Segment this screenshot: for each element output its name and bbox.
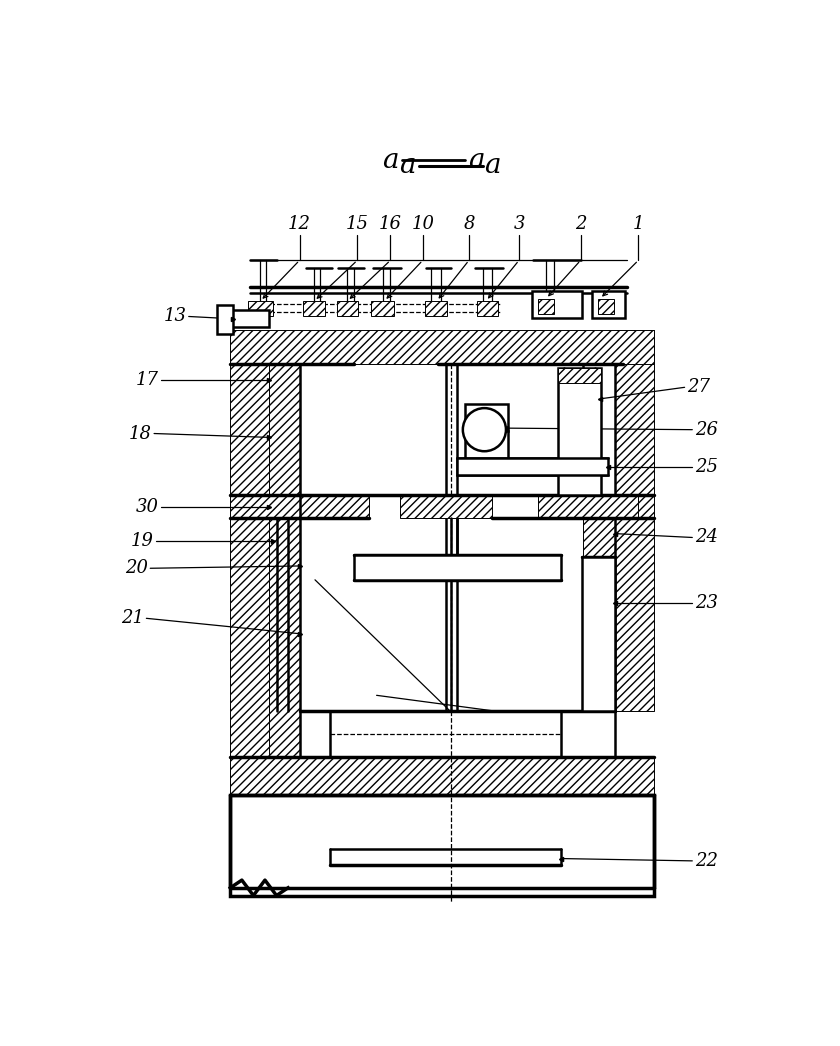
Text: 23: 23 (695, 594, 717, 612)
Text: 13: 13 (163, 308, 186, 325)
Text: 12: 12 (288, 215, 311, 233)
Text: a: a (469, 146, 485, 174)
Text: 10: 10 (412, 215, 434, 233)
Bar (559, 368, 601, 495)
Bar (465, 431, 507, 458)
Text: 17: 17 (135, 370, 159, 389)
Text: a: a (484, 152, 501, 179)
Bar (230, 329, 269, 795)
Text: 15: 15 (346, 215, 369, 233)
Bar (337, 301, 358, 317)
Bar (218, 305, 233, 334)
Bar (400, 495, 492, 518)
Bar (425, 301, 447, 317)
Bar (538, 299, 554, 314)
Text: 8: 8 (463, 215, 475, 233)
Bar (559, 368, 601, 384)
Text: 20: 20 (125, 560, 148, 577)
Bar (533, 291, 582, 318)
Bar (354, 555, 561, 579)
Text: a: a (399, 152, 416, 179)
Text: 24: 24 (695, 528, 717, 546)
Text: 26: 26 (695, 420, 717, 438)
Text: 2: 2 (575, 215, 586, 233)
Bar (303, 301, 325, 317)
Bar (598, 299, 614, 314)
Text: 21: 21 (121, 610, 144, 628)
Bar (230, 495, 369, 518)
Text: 16: 16 (379, 215, 402, 233)
Bar (583, 495, 616, 710)
Bar (248, 301, 273, 317)
Bar (230, 757, 654, 795)
Text: 19: 19 (130, 532, 153, 550)
Text: 18: 18 (129, 425, 152, 442)
Circle shape (463, 408, 506, 451)
Text: 1: 1 (633, 215, 644, 233)
Text: 22: 22 (695, 851, 717, 870)
Bar (371, 301, 394, 317)
Bar (477, 301, 498, 317)
Text: 27: 27 (687, 379, 710, 396)
Text: 30: 30 (135, 498, 159, 516)
Bar (458, 458, 607, 475)
Text: 3: 3 (513, 215, 525, 233)
Bar (465, 404, 507, 431)
Bar (230, 795, 654, 895)
Text: a: a (382, 146, 399, 174)
Text: 25: 25 (695, 458, 717, 476)
Bar (227, 311, 269, 327)
Bar (592, 291, 625, 318)
Bar (615, 329, 654, 710)
Bar (582, 556, 616, 710)
Bar (269, 364, 300, 795)
Bar (538, 495, 638, 518)
Bar (230, 329, 654, 364)
